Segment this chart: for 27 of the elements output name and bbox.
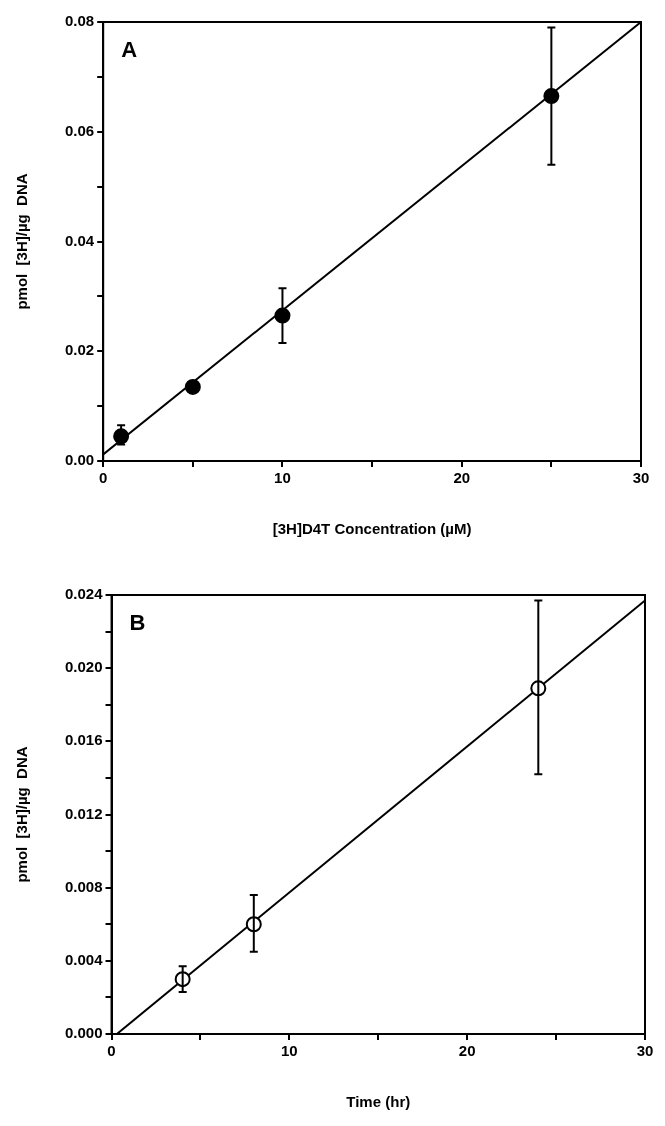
y-tick-label: 0.04 — [64, 231, 95, 249]
x-tick-label: 0 — [107, 1042, 116, 1060]
y-tick-label: 0.02 — [64, 341, 95, 359]
x-tick-label: 20 — [453, 469, 471, 487]
point — [184, 378, 201, 395]
x-tick-label: 30 — [636, 1042, 654, 1060]
y-tick-label: 0.020 — [64, 658, 103, 676]
y-tick-label: 0.024 — [64, 585, 104, 603]
x-axis-title: Time (hr) — [346, 1093, 411, 1111]
text: B — [129, 610, 146, 636]
x-tick-label: 10 — [274, 469, 291, 487]
y-tick-label: 0.008 — [64, 877, 103, 895]
y-tick-label: 0.012 — [64, 804, 103, 822]
y-tick-label: 0.06 — [64, 121, 95, 139]
y-tick-label: 0.016 — [64, 731, 103, 749]
y-tick-label: 0.08 — [64, 12, 95, 30]
text: A — [121, 37, 138, 63]
x-tick-label: 30 — [632, 469, 650, 487]
x-tick-label: 10 — [281, 1042, 298, 1060]
y-tick-label: 0.004 — [64, 950, 104, 968]
y-axis-title: pmol [3H]/µg DNA — [13, 173, 31, 310]
x-axis-title: [3H]D4T Concentration (µM) — [272, 520, 472, 538]
y-tick-label: 0.000 — [64, 1024, 103, 1042]
x-tick-label: 0 — [99, 469, 108, 487]
y-tick-label: 0.00 — [64, 451, 95, 469]
y-axis-title: pmol [3H]/µg DNA — [13, 746, 31, 883]
x-tick-label: 20 — [458, 1042, 476, 1060]
